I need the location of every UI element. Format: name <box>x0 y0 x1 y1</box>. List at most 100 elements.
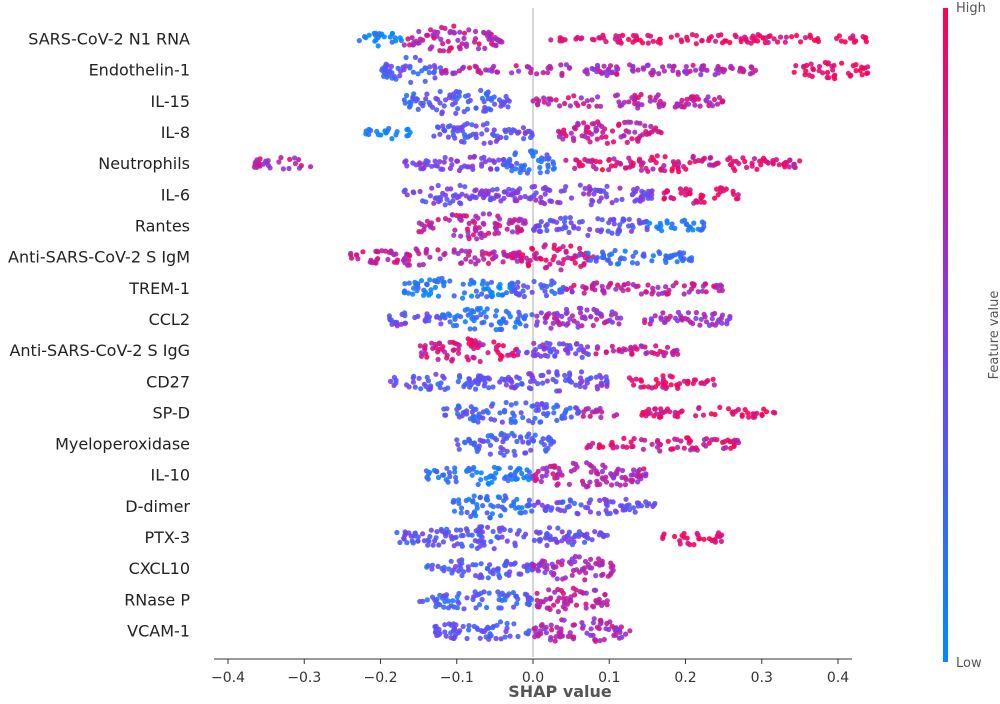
shap-point <box>517 169 523 175</box>
shap-point <box>471 279 477 285</box>
shap-point <box>448 558 454 564</box>
shap-point <box>685 101 692 107</box>
shap-point <box>617 482 623 488</box>
shap-point <box>421 538 427 544</box>
shap-point <box>485 375 491 381</box>
shap-point <box>543 293 550 299</box>
shap-point <box>410 95 416 102</box>
shap-point <box>531 537 538 544</box>
shap-point <box>480 342 486 348</box>
shap-point <box>720 439 726 445</box>
shap-point <box>611 632 617 639</box>
shap-point <box>423 96 429 102</box>
shap-point <box>480 415 486 421</box>
shap-point <box>517 510 523 516</box>
shap-point <box>278 155 284 161</box>
shap-point <box>488 539 494 545</box>
shap-point <box>492 101 498 107</box>
shap-point <box>276 159 282 165</box>
shap-point <box>457 374 463 380</box>
shap-point <box>571 223 577 229</box>
shap-point <box>603 374 609 380</box>
shap-point <box>450 198 456 204</box>
shap-point <box>477 305 483 311</box>
shap-point <box>648 123 654 129</box>
shap-point <box>427 386 433 392</box>
shap-point <box>615 231 621 237</box>
shap-point <box>642 123 648 129</box>
shap-point <box>701 536 707 542</box>
shap-point <box>561 257 567 263</box>
shap-point <box>423 351 429 357</box>
shap-point <box>459 248 465 254</box>
shap-point <box>721 445 727 452</box>
shap-point <box>776 162 782 168</box>
shap-point <box>531 502 537 508</box>
shap-point <box>710 376 716 382</box>
shap-point <box>464 226 470 232</box>
shap-point <box>516 68 522 74</box>
shap-point <box>520 439 526 445</box>
shap-point <box>657 348 663 354</box>
shap-point <box>464 164 470 170</box>
shap-point <box>458 541 464 547</box>
shap-point <box>417 188 423 195</box>
shap-point <box>263 158 269 164</box>
shap-point <box>520 414 526 421</box>
feature-label: CCL2 <box>149 310 190 329</box>
shap-point <box>553 97 559 103</box>
shap-point <box>389 321 395 327</box>
shap-point <box>643 499 649 505</box>
shap-point <box>535 568 542 574</box>
shap-point <box>499 525 505 531</box>
shap-point <box>746 414 752 420</box>
shap-point <box>573 382 579 388</box>
shap-point <box>435 195 442 201</box>
shap-point <box>716 94 723 101</box>
shap-point <box>562 215 569 221</box>
shap-point <box>727 315 733 321</box>
shap-point <box>430 542 436 548</box>
shap-point <box>593 587 599 593</box>
shap-point <box>568 414 574 420</box>
shap-point <box>414 288 420 294</box>
shap-point <box>587 565 593 571</box>
shap-point <box>424 597 430 603</box>
shap-point <box>599 468 606 475</box>
shap-point <box>461 569 467 575</box>
shap-point <box>751 156 758 162</box>
shap-point <box>604 602 610 608</box>
shap-point <box>838 38 845 44</box>
shap-point <box>466 627 472 633</box>
shap-point <box>629 136 635 142</box>
shap-point <box>610 139 617 145</box>
shap-point <box>554 500 560 506</box>
shap-point <box>563 306 570 312</box>
shap-point <box>448 45 454 51</box>
shap-point <box>607 572 613 578</box>
shap-point <box>719 320 725 326</box>
shap-point <box>572 592 578 598</box>
shap-point <box>700 412 707 418</box>
shap-point <box>484 127 490 133</box>
shap-point <box>538 623 544 629</box>
shap-point <box>712 195 718 201</box>
colorbar-title: Feature value <box>987 291 1000 380</box>
shap-point <box>586 158 592 164</box>
shap-point <box>474 314 480 320</box>
shap-point <box>692 377 699 383</box>
shap-point <box>719 185 725 191</box>
shap-point <box>748 64 755 70</box>
shap-point <box>417 57 423 64</box>
shap-point <box>572 125 578 131</box>
shap-point <box>508 416 514 422</box>
shap-point <box>638 195 644 201</box>
shap-point <box>397 539 403 546</box>
shap-point <box>466 436 472 442</box>
shap-point <box>543 472 549 478</box>
shap-point <box>579 354 585 360</box>
shap-point <box>463 526 469 532</box>
shap-point <box>614 261 621 267</box>
shap-point <box>473 605 479 611</box>
